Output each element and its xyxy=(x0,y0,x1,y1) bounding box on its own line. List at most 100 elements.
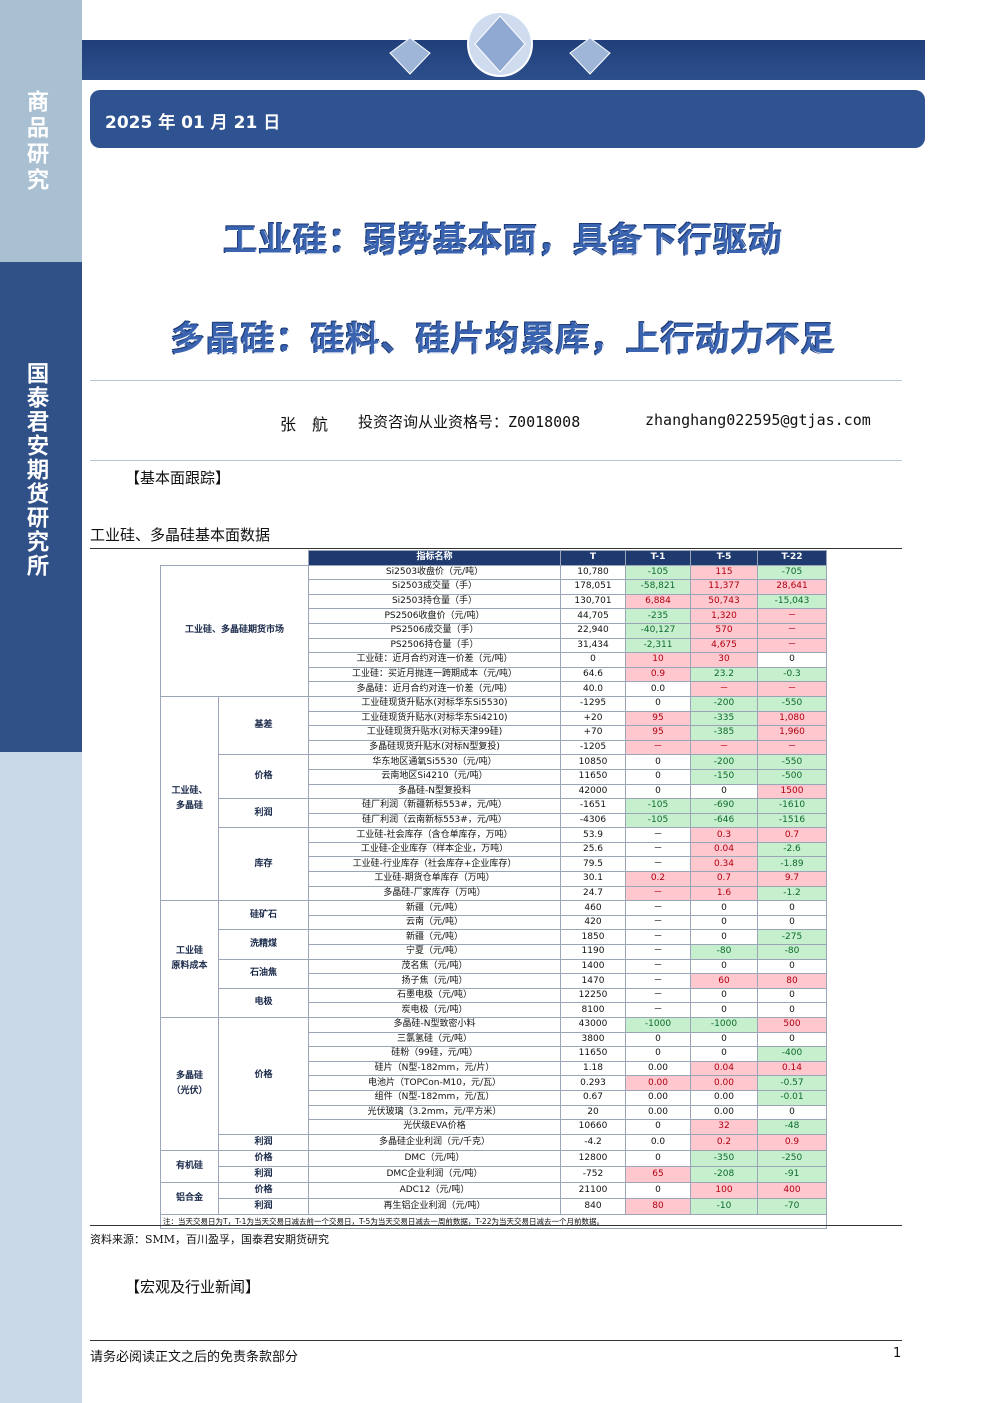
value-cell: -40,127 xyxy=(625,622,691,639)
value-cell: 30.1 xyxy=(560,871,626,887)
indicator-name: 硅厂利润（云南新标553#，元/吨） xyxy=(308,812,561,829)
indicator-name: 光伏玻璃（3.2mm，元/平方米） xyxy=(308,1104,561,1121)
value-cell: 0 xyxy=(757,900,827,916)
value-cell: 11650 xyxy=(560,1046,626,1062)
indicator-name: 多晶硅企业利润（元/千克） xyxy=(308,1133,561,1151)
value-cell: 0.00 xyxy=(690,1089,758,1106)
value-cell: － xyxy=(625,739,691,756)
table-note: 注：当天交易日为T，T-1为当天交易日减去前一个交易日，T-5为当天交易日减去一… xyxy=(160,1213,827,1230)
value-cell: － xyxy=(625,856,691,873)
table-row: 价格 华东地区通氧Si5530（元/吨） 10850 0 -200 -550 xyxy=(161,754,827,800)
subgroup-label: 洗精煤 xyxy=(218,929,309,960)
value-cell: 0.9 xyxy=(757,1133,827,1151)
title: 工业硅：弱势基本面，具备下行驱动 xyxy=(223,220,784,259)
value-cell: － xyxy=(625,885,691,902)
indicator-name: 石墨电极（元/吨） xyxy=(308,987,561,1004)
value-cell: 0.0 xyxy=(625,681,691,697)
value-cell: － xyxy=(757,608,827,624)
value-cell: -105 xyxy=(625,812,691,829)
group-label: 工业硅、 多晶硅 xyxy=(160,695,219,902)
indicator-name: 硅厂利润（新疆新标553#，元/吨） xyxy=(308,798,561,814)
value-cell: 1,960 xyxy=(757,725,827,741)
value-cell: 12800 xyxy=(560,1149,626,1167)
value-cell: -1.2 xyxy=(757,885,827,902)
indicator-name: 再生铝企业利润（元/吨） xyxy=(308,1197,561,1215)
group-label: 多晶硅 （光伏） xyxy=(160,1017,219,1151)
indicator-name: DMC（元/吨） xyxy=(308,1149,561,1167)
indicator-name: 多晶硅：近月合约对连一价差（元/吨） xyxy=(308,681,561,697)
value-cell: 20 xyxy=(560,1104,626,1121)
value-cell: － xyxy=(757,681,827,697)
value-cell: 0.7 xyxy=(757,827,827,843)
logo xyxy=(389,11,611,77)
value-cell: 0.0 xyxy=(625,1133,691,1151)
value-cell: -235 xyxy=(625,608,691,624)
subgroup-label: 利润 xyxy=(218,798,309,829)
indicator-name: 电池片（TOPCon-M10，元/瓦） xyxy=(308,1075,561,1091)
divider xyxy=(90,548,902,549)
value-cell: － xyxy=(625,900,691,916)
table-row: 工业硅、多晶硅期货市场 Si2503收盘价（元/吨） 10,780 -105 115 -7… xyxy=(160,564,827,697)
table-row: Si2503成交量（手） 178,051 -58,821 11,377 28,641 xyxy=(161,579,827,595)
license: 投资咨询从业资格号：Z0018008 xyxy=(358,413,581,431)
value-cell: 0 xyxy=(560,652,626,668)
divider xyxy=(90,460,902,461)
value-cell: 22,940 xyxy=(560,622,626,639)
value-cell: 10850 xyxy=(560,754,626,770)
value-cell: 25.6 xyxy=(560,841,626,858)
value-cell: -0.57 xyxy=(757,1075,827,1091)
email: zhanghang022595@gtjas.com xyxy=(645,411,871,429)
header-cell: T-1 xyxy=(625,550,691,566)
value-cell: -1295 xyxy=(560,695,626,712)
value-cell: -500 xyxy=(757,768,827,785)
value-cell: -1651 xyxy=(560,798,626,814)
subgroup-label: 石油焦 xyxy=(218,958,309,989)
value-cell: 80 xyxy=(757,973,827,989)
value-cell: -385 xyxy=(690,725,758,741)
indicator-name: PS2506成交量（手） xyxy=(308,622,561,639)
indicator-name: 云南地区Si4210（元/吨） xyxy=(308,768,561,785)
value-cell: 0 xyxy=(690,914,758,931)
value-cell: 570 xyxy=(690,622,758,639)
value-cell: 95 xyxy=(625,710,691,727)
subgroup-label: 价格 xyxy=(218,754,309,800)
value-cell: 9.7 xyxy=(757,871,827,887)
value-cell: 1470 xyxy=(560,973,626,989)
value-cell: 0 xyxy=(757,1031,827,1048)
value-cell: 0 xyxy=(625,1149,691,1167)
value-cell: 30 xyxy=(690,652,758,668)
indicator-name: 三氯氢硅（元/吨） xyxy=(308,1031,561,1048)
subgroup-label: 价格 xyxy=(218,1181,309,1199)
value-cell: － xyxy=(625,841,691,858)
value-cell: 53.9 xyxy=(560,827,626,843)
divider xyxy=(90,1225,902,1226)
value-cell: － xyxy=(625,914,691,931)
note-row: 注：当天交易日为T，T-1为当天交易日减去前一个交易日，T-5为当天交易日减去一… xyxy=(160,1213,827,1230)
sidebar-bottom xyxy=(0,752,82,1403)
indicator-name: Si2503收盘价（元/吨） xyxy=(308,564,561,581)
indicator-name: PS2506收盘价（元/吨） xyxy=(308,608,561,624)
value-cell: － xyxy=(690,681,758,697)
value-cell: 0 xyxy=(690,1046,758,1062)
indicator-name: 多晶硅-N型复投料 xyxy=(308,783,561,800)
value-cell: 0 xyxy=(757,958,827,975)
indicator-name: 工业硅：买近月抛连一跨期成本（元/吨） xyxy=(308,666,561,683)
value-cell: 60 xyxy=(690,973,758,989)
value-cell: -15,043 xyxy=(757,593,827,610)
subgroup-label: 硅矿石 xyxy=(218,900,309,931)
value-cell: 6,884 xyxy=(625,593,691,610)
table-row: 云南（元/吨） 420 － 0 0 xyxy=(161,914,827,931)
page-number: 1 xyxy=(893,1346,902,1361)
indicator-name: DMC企业利润（元/吨） xyxy=(308,1165,561,1183)
indicator-name: 工业硅现货升贴水(对标华东Si4210) xyxy=(308,710,561,727)
table-row: 工业硅现货升贴水(对标华东Si4210) +20 95 -335 1,080 xyxy=(161,710,827,727)
value-cell: 0 xyxy=(690,958,758,975)
value-cell: 23.2 xyxy=(690,666,758,683)
value-cell: 0 xyxy=(625,1119,691,1135)
value-cell: -250 xyxy=(757,1149,827,1167)
value-cell: 420 xyxy=(560,914,626,931)
value-cell: 1500 xyxy=(757,783,827,800)
value-cell: 24.7 xyxy=(560,885,626,902)
table-row: 多晶硅现货升贴水(对标N型复投) -1205 －－－ xyxy=(161,739,827,756)
table-row: 硅厂利润（云南新标553#，元/吨） -4306 -105 -646 -1516 xyxy=(161,812,827,829)
